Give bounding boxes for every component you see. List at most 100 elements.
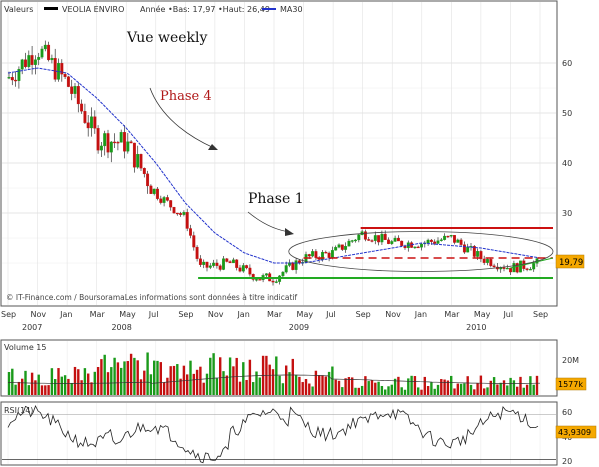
legend-ma-swatch [262,8,276,10]
volume-bar-up [205,373,209,395]
volume-bar-up [7,372,11,395]
candle-down [446,235,450,238]
x-month-label: Mar [444,310,460,319]
last-price-tag: 19,79 [555,254,585,269]
volume-bar-down [87,373,90,395]
x-month-label: Sep [356,310,371,319]
candle-up [439,239,443,241]
volume-tick-20m: 20M [562,356,579,365]
rsi-line [7,405,539,464]
phase4-arrow-head [208,144,218,150]
volume-bar-down [248,359,252,395]
candle-down [198,258,202,265]
volume-bar-up [377,381,380,395]
volume-label: Volume 15 [4,343,46,352]
candle-down [129,141,133,144]
volume-bar-down [516,386,519,395]
ma30-line [7,67,541,264]
volume-bar-up [83,368,87,395]
candle-up [413,246,417,249]
volume-bar-up [509,377,512,395]
volume-bar-down [535,375,539,395]
volume-bar-down [116,362,120,395]
x-month-label: Nov [385,310,401,319]
volume-bar-up [417,387,420,395]
candle-up [476,251,480,257]
volume-bar-up [469,384,473,395]
volume-bar-up [60,376,63,395]
candle-up [202,261,206,265]
candle-up [182,212,186,215]
candle-up [17,69,21,81]
volume-bar-down [202,382,205,395]
candle-down [156,188,159,199]
x-month-label: Mar [267,310,283,319]
candle-down [416,246,420,249]
volume-bar-up [215,378,219,395]
candle-up [40,48,44,58]
candle-down [228,261,232,264]
candle-down [96,128,100,151]
volume-last-value: 1577k [558,380,583,389]
volume-bar-down [136,360,139,395]
volume-bar-up [522,387,525,395]
volume-bar-down [106,372,110,395]
price-y-tick: 60 [562,59,572,68]
volume-bar-down [351,377,354,395]
candle-up [443,235,447,240]
candle-down [248,267,252,275]
volume-bar-up [281,383,285,395]
volume-bar-down [219,357,222,395]
candle-down [251,274,255,280]
rsi-series [2,405,556,464]
candle-down [185,212,189,229]
candle-up [274,281,278,283]
candle-up [20,59,24,70]
price-y-tick: 40 [562,159,572,168]
candle-down [515,263,519,273]
candle-up [222,258,225,270]
credit-text: © IT-Finance.com / BoursoramaLes informa… [6,293,298,302]
volume-bar-up [242,362,245,395]
volume-bar-down [166,377,169,395]
candle-down [258,279,262,281]
candle-down [83,111,87,123]
rsi-label: RSI(14) [4,406,33,415]
candle-down [106,133,110,153]
volume-bar-down [291,358,294,395]
volume-bar-down [476,383,479,395]
volume-bar-up [146,352,149,395]
volume-bar-down [440,379,443,395]
candle-down [387,239,390,244]
candle-down [14,79,18,82]
volume-bar-up [506,385,509,395]
volume-bar-up [311,386,314,395]
candle-down [509,267,513,273]
candle-down [60,63,64,75]
candle-up [43,44,47,50]
candle-up [380,233,384,243]
volume-bar-up [70,382,73,395]
x-month-label: May [474,310,491,319]
candle-up [449,235,453,237]
volume-bar-up [463,383,466,395]
x-year-label: 2009 [289,323,309,332]
volume-bar-down [17,381,21,395]
volume-bar-up [156,360,159,395]
volume-bar-up [360,385,364,395]
candle-down [525,268,529,270]
candle-down [291,262,295,270]
candle-down [142,167,146,175]
volume-bar-up [120,367,123,395]
x-month-label: Jan [59,310,72,319]
candle-up [281,271,285,277]
candle-down [86,122,90,129]
volume-bar-down [298,376,301,395]
volume-bar-up [341,387,344,395]
volume-bar-down [179,378,182,395]
volume-bar-up [110,367,113,395]
candle-down [502,267,506,269]
candle-up [126,141,130,152]
